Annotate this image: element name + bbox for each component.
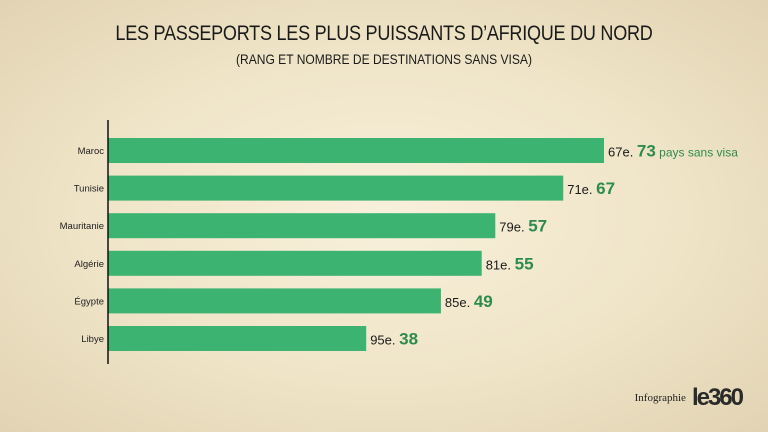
data-label-libye: 95e. 38 bbox=[370, 330, 418, 349]
bar-libye bbox=[108, 326, 367, 351]
category-label-libye: Libye bbox=[81, 334, 104, 345]
footer: Infographie le360 bbox=[634, 384, 744, 411]
bar-egypte bbox=[108, 288, 441, 314]
bar-mauritanie bbox=[108, 213, 496, 239]
data-label-mauritanie: 79e. 57 bbox=[499, 217, 547, 236]
data-label-maroc: 67e. 73 pays sans visa bbox=[608, 142, 738, 161]
data-label-egypte: 85e. 49 bbox=[445, 292, 493, 311]
bar-maroc bbox=[108, 138, 604, 163]
bar-tunisie bbox=[108, 175, 564, 201]
category-label-maroc: Maroc bbox=[78, 146, 105, 157]
credit-label: Infographie bbox=[634, 392, 686, 404]
chart-title: LES PASSEPORTS LES PLUS PUISSANTS D’AFRI… bbox=[115, 22, 653, 45]
data-label-tunisie: 71e. 67 bbox=[567, 179, 615, 198]
brand-logo: le360 bbox=[691, 384, 744, 411]
category-label-egypte: Égypte bbox=[74, 296, 104, 307]
category-label-algerie: Algérie bbox=[74, 259, 104, 270]
category-label-mauritanie: Mauritanie bbox=[60, 221, 104, 232]
chart-subtitle: (RANG ET NOMBRE DE DESTINATIONS SANS VIS… bbox=[236, 51, 532, 67]
data-label-algerie: 81e. 55 bbox=[486, 254, 534, 273]
bar-algerie bbox=[108, 250, 482, 276]
category-label-tunisie: Tunisie bbox=[74, 184, 104, 195]
